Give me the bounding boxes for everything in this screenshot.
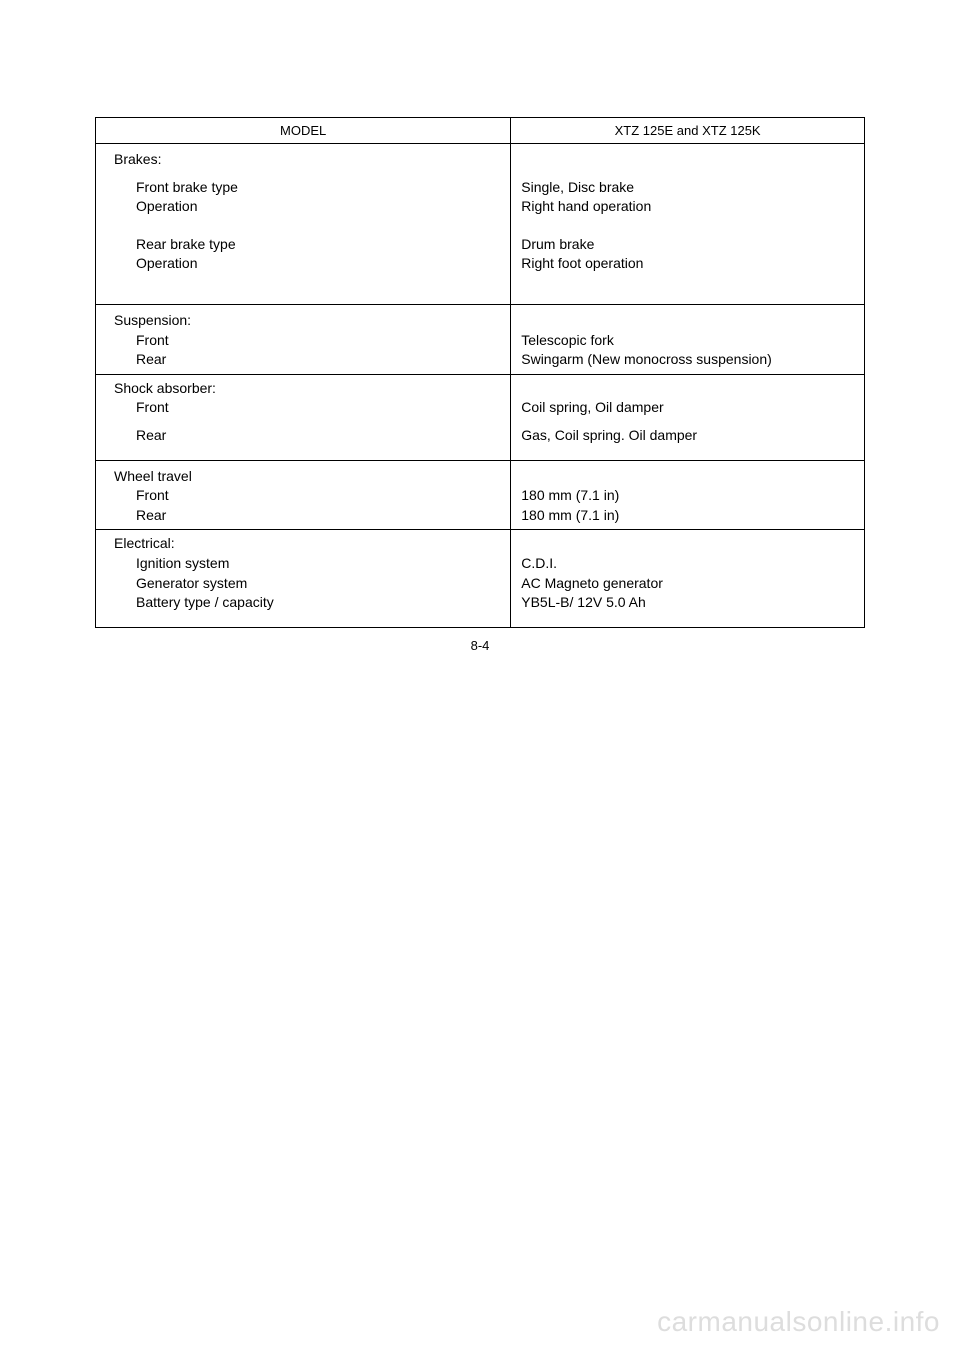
brakes-rear-type-label: Rear brake type: [114, 235, 500, 255]
wheel-rear-value: 180 mm (7.1 in): [521, 506, 854, 526]
brakes-rear-op-value: Right foot operation: [521, 254, 854, 274]
header-model-value: XTZ 125E and XTZ 125K: [511, 118, 865, 144]
shock-title: Shock absorber:: [114, 379, 500, 399]
table-row-brakes: Brakes: Front brake type Operation Rear …: [96, 144, 865, 305]
suspension-title: Suspension:: [114, 311, 500, 331]
spec-table: MODEL XTZ 125E and XTZ 125K Brakes: Fron…: [95, 117, 865, 628]
table-row-suspension: Suspension: Front Rear Telescopic fork S…: [96, 304, 865, 374]
electrical-ignition-value: C.D.I.: [521, 554, 854, 574]
brakes-rear-type-value: Drum brake: [521, 235, 854, 255]
electrical-battery-label: Battery type / capacity: [114, 593, 500, 613]
wheel-title: Wheel travel: [114, 467, 500, 487]
suspension-front-label: Front: [114, 331, 500, 351]
header-model-label: MODEL: [96, 118, 511, 144]
brakes-front-type-label: Front brake type: [114, 178, 500, 198]
brakes-front-op-label: Operation: [114, 197, 500, 217]
page-container: MODEL XTZ 125E and XTZ 125K Brakes: Fron…: [0, 0, 960, 653]
brakes-rear-op-label: Operation: [114, 254, 500, 274]
shock-front-label: Front: [114, 398, 500, 418]
wheel-front-value: 180 mm (7.1 in): [521, 486, 854, 506]
shock-rear-value: Gas, Coil spring. Oil damper: [521, 426, 854, 446]
electrical-title: Electrical:: [114, 534, 500, 554]
wheel-rear-label: Rear: [114, 506, 500, 526]
brakes-front-op-value: Right hand operation: [521, 197, 854, 217]
electrical-generator-value: AC Magneto generator: [521, 574, 854, 594]
brakes-title: Brakes:: [114, 150, 500, 170]
table-row-electrical: Electrical: Ignition system Generator sy…: [96, 530, 865, 627]
electrical-ignition-label: Ignition system: [114, 554, 500, 574]
page-number: 8-4: [95, 638, 865, 653]
wheel-front-label: Front: [114, 486, 500, 506]
electrical-generator-label: Generator system: [114, 574, 500, 594]
suspension-front-value: Telescopic fork: [521, 331, 854, 351]
table-header-row: MODEL XTZ 125E and XTZ 125K: [96, 118, 865, 144]
shock-rear-label: Rear: [114, 426, 500, 446]
suspension-rear-label: Rear: [114, 350, 500, 370]
table-row-wheel: Wheel travel Front Rear 180 mm (7.1 in) …: [96, 460, 865, 530]
watermark: carmanualsonline.info: [657, 1306, 940, 1338]
electrical-battery-value: YB5L-B/ 12V 5.0 Ah: [521, 593, 854, 613]
suspension-rear-value: Swingarm (New monocross suspension): [521, 350, 854, 370]
table-row-shock: Shock absorber: Front Rear Coil spring, …: [96, 374, 865, 460]
brakes-front-type-value: Single, Disc brake: [521, 178, 854, 198]
shock-front-value: Coil spring, Oil damper: [521, 398, 854, 418]
